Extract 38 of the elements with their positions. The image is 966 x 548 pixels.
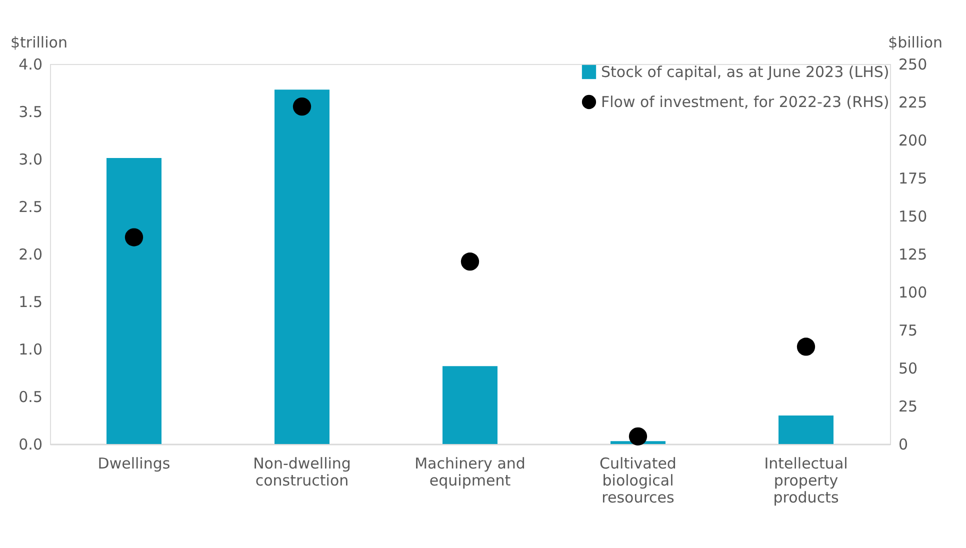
y2-tick-label: 100 [898, 284, 928, 302]
y-tick-label: 1.5 [18, 293, 42, 311]
x-tick-label: Machinery and equipment [414, 454, 526, 490]
y2-tick-label: 75 [898, 322, 918, 340]
y-tick-label: 4.0 [18, 56, 42, 74]
y-tick-label: 0.0 [18, 436, 42, 454]
y2-tick-label: 200 [898, 132, 928, 150]
legend-label: Stock of capital, as at June 2023 (LHS) [601, 63, 890, 81]
y-tick-label: 0.5 [18, 388, 42, 406]
point [796, 338, 816, 356]
y-tick-label: 1.0 [18, 340, 42, 358]
bar [274, 90, 330, 444]
point [292, 97, 312, 116]
y2-tick-label: 50 [898, 360, 918, 378]
point [124, 228, 144, 246]
bar [106, 158, 162, 444]
x-tick-label: Non-dwelling construction [253, 454, 351, 490]
x-tick-label: Intellectual property products [764, 454, 848, 506]
y-tick-label: 2.5 [18, 198, 42, 216]
legend-label: Flow of investment, for 2022-23 (RHS) [601, 93, 890, 111]
y2-tick-label: 150 [898, 208, 928, 226]
y2-tick-label: 225 [898, 94, 928, 112]
y-tick-label: 3.0 [18, 150, 42, 168]
y2-tick-label: 125 [898, 246, 928, 264]
x-tick-label: Cultivated biological resources [600, 454, 676, 506]
point [628, 427, 648, 446]
x-tick-label: Dwellings [98, 454, 170, 472]
point [460, 252, 480, 271]
y2-tick-label: 25 [898, 398, 918, 416]
y2-tick-label: 175 [898, 170, 928, 188]
y-axis-title: $trillion [10, 34, 68, 52]
y-tick-label: 3.5 [18, 103, 42, 121]
bar [778, 416, 834, 444]
y2-axis-title: $billion [888, 34, 942, 52]
y2-tick-label: 0 [898, 436, 908, 454]
y2-tick-label: 250 [898, 56, 928, 74]
bar [442, 366, 498, 444]
y-tick-label: 2.0 [18, 246, 42, 264]
